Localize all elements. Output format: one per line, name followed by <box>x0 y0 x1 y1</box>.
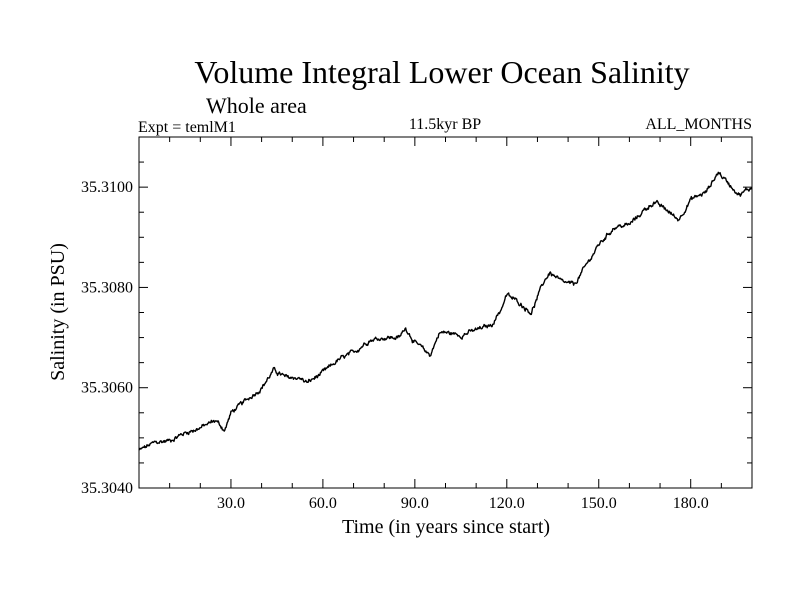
x-axis-tick-labels: 30.0 60.0 90.0 120.0 150.0 180.0 <box>217 495 709 512</box>
chart-subtitle: Whole area <box>206 93 307 118</box>
x-axis-label: Time (in years since start) <box>342 516 550 538</box>
salinity-series-line <box>138 171 753 451</box>
y-axis-label: Salinity (in PSU) <box>47 243 69 381</box>
x-tick-label: 120.0 <box>489 495 525 512</box>
x-axis-ticks <box>169 137 722 488</box>
x-tick-label: 180.0 <box>673 495 709 512</box>
y-tick-label: 35.3080 <box>81 279 133 296</box>
x-tick-label: 30.0 <box>217 495 245 512</box>
plot-frame <box>138 136 753 489</box>
y-tick-label: 35.3040 <box>81 480 133 497</box>
experiment-label: Expt = temlM1 <box>138 119 236 136</box>
y-axis-tick-labels: 35.3040 35.3060 35.3080 35.3100 <box>81 179 133 497</box>
period-label: 11.5kyr BP <box>409 116 481 133</box>
y-tick-label: 35.3100 <box>81 179 133 196</box>
y-axis-ticks <box>139 161 752 464</box>
chart-title: Volume Integral Lower Ocean Salinity <box>194 54 689 90</box>
x-tick-label: 90.0 <box>401 495 429 512</box>
y-tick-label: 35.3060 <box>81 380 133 397</box>
x-tick-label: 150.0 <box>581 495 617 512</box>
months-label: ALL_MONTHS <box>645 116 752 133</box>
x-tick-label: 60.0 <box>309 495 337 512</box>
